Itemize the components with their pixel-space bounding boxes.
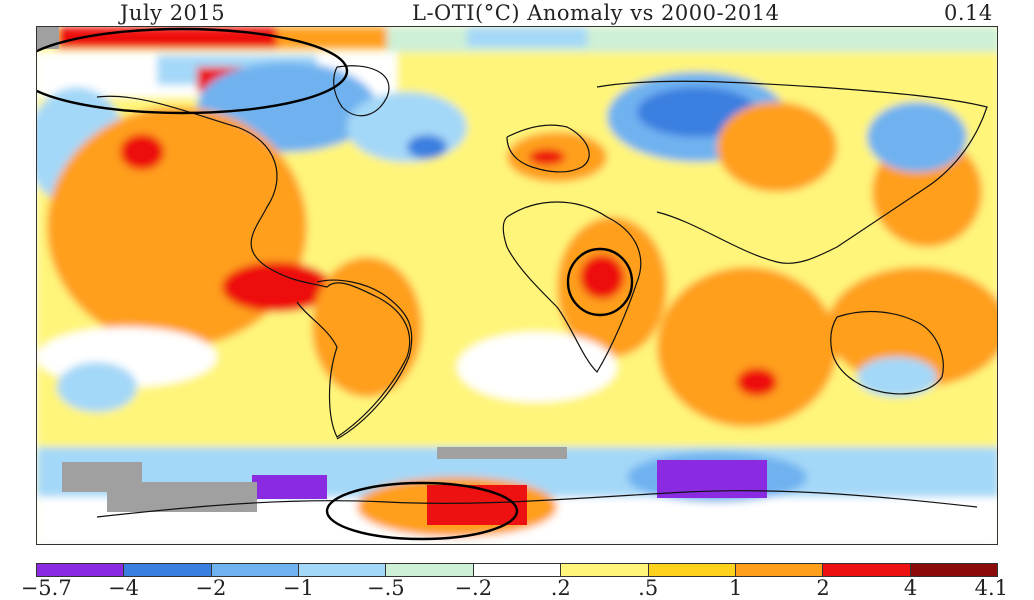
- annotation-antarctic-circle: [325, 481, 519, 541]
- annotation-arctic-circle: [37, 27, 349, 115]
- coast-australia: [830, 310, 944, 395]
- coast-north-america: [96, 95, 411, 438]
- annotation-africa-circle: [566, 247, 634, 317]
- anomaly-map-canvas: [37, 27, 997, 544]
- coast-asia: [596, 80, 988, 264]
- legend-tick-label: −5.7: [20, 576, 72, 600]
- legend-swatch: [735, 564, 824, 576]
- coast-antarctica: [96, 490, 978, 518]
- field-asia-orange: [717, 102, 837, 192]
- field-antarctic-purple: [657, 460, 767, 498]
- anomaly-fields: [37, 27, 997, 544]
- coast-south-america: [316, 279, 413, 440]
- no-data-east: [437, 447, 567, 459]
- field-arctic-blue: [467, 27, 587, 47]
- legend-tick-label: 4.1: [974, 576, 1009, 600]
- field-enso-red: [222, 262, 332, 312]
- legend-tick-label: .5: [638, 576, 659, 600]
- legend-swatch: [37, 564, 125, 576]
- annotation-circles: [37, 27, 634, 541]
- field-indian-orange: [657, 267, 837, 427]
- legend-tick-label: 4: [903, 576, 918, 600]
- anomaly-map: [36, 26, 998, 545]
- global-mean-value: 0.14: [944, 1, 993, 25]
- field-satl-white: [457, 332, 617, 402]
- field-pacific-red: [120, 134, 164, 170]
- field-atlantic-deep: [407, 135, 447, 159]
- legend-swatch: [299, 564, 387, 576]
- field-antarctic-purple-west: [252, 475, 327, 499]
- legend-tick-label: −.5: [366, 576, 405, 600]
- coast-europe: [506, 124, 590, 173]
- map-title: L-OTI(°C) Anomaly vs 2000-2014: [412, 1, 780, 25]
- field-australia-orange: [827, 267, 997, 387]
- map-title-period: July 2015: [120, 1, 226, 25]
- legend-tick-label: −1: [282, 576, 314, 600]
- field-wpac-blue: [867, 102, 967, 172]
- legend-swatch: [473, 564, 562, 576]
- legend-swatch: [124, 564, 212, 576]
- legend-tick-label: .2: [550, 576, 571, 600]
- legend-swatch: [823, 564, 911, 576]
- legend-tick-label: 2: [816, 576, 830, 600]
- field-atlantic-blue: [347, 92, 467, 162]
- legend-swatch: [386, 564, 474, 576]
- field-australia-blue: [857, 357, 937, 397]
- coast-africa: [502, 201, 642, 373]
- color-legend-bar: [36, 563, 998, 577]
- field-spac-blue: [57, 362, 137, 412]
- coastlines: [96, 65, 988, 518]
- legend-swatch: [648, 564, 736, 576]
- field-weddell-red: [427, 485, 527, 525]
- field-africa-red: [580, 255, 624, 299]
- legend-swatch: [910, 564, 997, 576]
- legend-tick-label: −4: [107, 576, 139, 600]
- legend-tick-label: 1: [728, 576, 743, 600]
- field-indian-red: [737, 368, 777, 396]
- legend-tick-label: −.2: [454, 576, 493, 600]
- field-europe-red: [529, 149, 565, 165]
- legend-swatch: [211, 564, 300, 576]
- no-data-mid: [107, 482, 257, 512]
- legend-swatch: [561, 564, 649, 576]
- field-samerica-orange: [312, 257, 422, 397]
- legend-tick-label: −2: [195, 576, 227, 600]
- field-arctic-orange: [277, 27, 387, 49]
